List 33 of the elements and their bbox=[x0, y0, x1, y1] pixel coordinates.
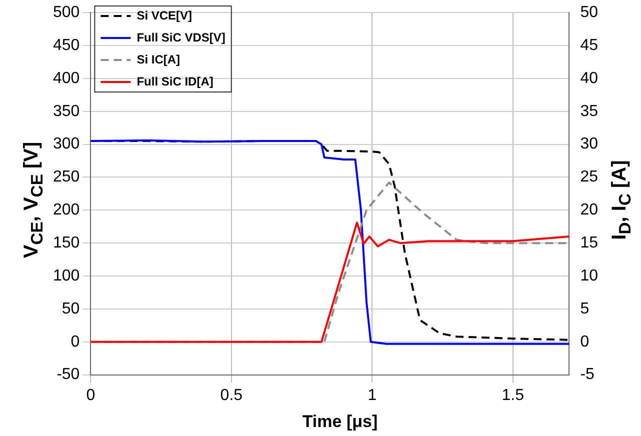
y-tick-label: 150 bbox=[52, 234, 80, 252]
legend-label: Full SiC ID[A] bbox=[136, 74, 214, 88]
y-tick-label: 50 bbox=[62, 300, 80, 318]
y-tick-label: 300 bbox=[52, 136, 80, 153]
y-tick-label: 200 bbox=[52, 202, 80, 219]
y2-tick-label: 35 bbox=[580, 102, 598, 120]
y-tick-label: -50 bbox=[56, 366, 80, 384]
y2-tick-label: -5 bbox=[580, 366, 595, 384]
legend-label: Si IC[A] bbox=[136, 52, 180, 66]
y-tick-label: 500 bbox=[52, 4, 80, 22]
x-tick-label: 1 bbox=[368, 386, 377, 404]
legend-label: Full SiC VDS[V] bbox=[136, 30, 226, 44]
y2-tick-label: 20 bbox=[580, 202, 598, 219]
y2-tick-label: 15 bbox=[580, 234, 598, 252]
y-tick-label: 350 bbox=[52, 102, 80, 120]
y2-tick-label: 40 bbox=[580, 70, 598, 87]
y-tick-label: 0 bbox=[70, 333, 80, 350]
x-tick-label: 0 bbox=[86, 386, 96, 404]
x-tick-label: 1.5 bbox=[502, 386, 524, 404]
y2-tick-label: 10 bbox=[580, 267, 598, 284]
y2-tick-label: 5 bbox=[580, 300, 590, 318]
y2-tick-label: 0 bbox=[580, 333, 590, 350]
x-axis-title: Time [μs] bbox=[302, 412, 378, 432]
y-tick-label: 100 bbox=[52, 267, 80, 284]
y2-tick-label: 45 bbox=[580, 36, 598, 54]
y-tick-label: 450 bbox=[52, 36, 80, 54]
y-tick-label: 400 bbox=[52, 70, 80, 87]
y2-tick-label: 30 bbox=[580, 136, 598, 153]
y-tick-label: 250 bbox=[52, 168, 80, 186]
x-tick-label: 0.5 bbox=[220, 386, 243, 404]
legend-label: Si VCE[V] bbox=[136, 8, 192, 22]
y2-tick-label: 50 bbox=[580, 4, 598, 22]
y2-tick-label: 25 bbox=[580, 168, 598, 186]
